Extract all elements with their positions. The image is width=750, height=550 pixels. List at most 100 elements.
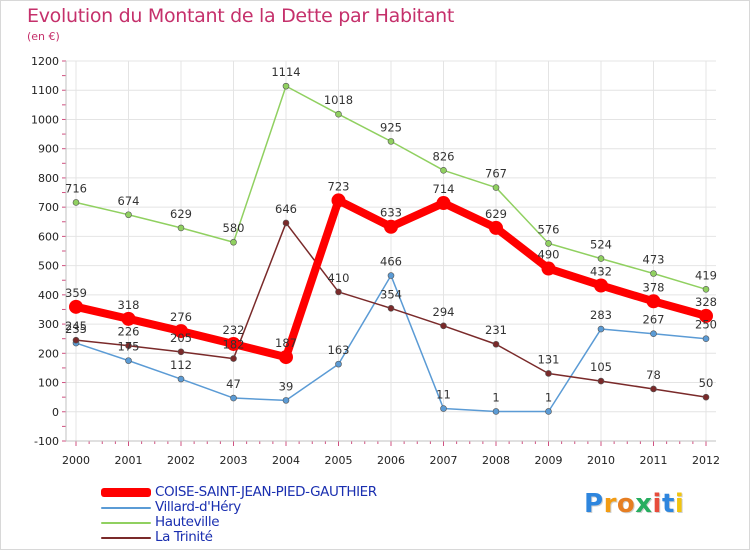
brand-letter: o [616,489,636,519]
data-label: 925 [380,120,402,134]
data-point[interactable] [331,193,346,208]
data-point[interactable] [177,224,185,232]
data-point[interactable] [650,330,657,338]
y-tick-label: 200 [38,347,59,360]
data-point[interactable] [387,138,395,145]
data-point[interactable] [125,357,132,364]
data-label: 714 [433,182,455,196]
data-point[interactable] [436,196,451,211]
data-point[interactable] [545,370,552,377]
data-point[interactable] [541,261,556,276]
data-label: 580 [223,221,245,235]
data-point[interactable] [492,340,500,348]
data-label: 1 [545,390,552,404]
data-point[interactable] [230,355,237,362]
brand-letter: t [661,489,675,519]
data-point[interactable] [492,408,500,415]
data-point[interactable] [597,325,605,333]
data-label: 716 [65,181,87,195]
data-point[interactable] [597,255,605,262]
y-tick-label: 100 [38,377,59,390]
data-label: 175 [118,340,140,354]
data-label: 182 [223,338,245,352]
data-point[interactable] [72,199,80,206]
x-tick-label: 2004 [272,454,300,467]
data-point[interactable] [335,288,342,296]
data-label: 378 [643,280,665,294]
legend-label: Villard-d'Héry [155,499,241,515]
data-label: 50 [699,376,714,390]
data-label: 576 [538,222,560,236]
data-label: 131 [538,352,560,366]
data-point[interactable] [72,336,80,344]
data-point[interactable] [121,311,136,326]
y-tick-label: 900 [38,143,59,156]
data-point[interactable] [702,393,710,401]
data-point[interactable] [282,219,290,227]
legend-label: La Trinité [155,529,213,545]
y-tick-label: 400 [38,289,59,302]
data-point[interactable] [230,238,237,246]
x-tick-label: 2002 [167,454,195,467]
data-label: 410 [328,271,350,285]
x-tick-label: 2010 [587,454,615,467]
data-point[interactable] [650,270,657,277]
data-point[interactable] [597,377,605,385]
data-point[interactable] [69,299,83,314]
data-point[interactable] [230,394,237,402]
data-label: 231 [485,323,507,337]
data-point[interactable] [279,350,293,365]
data-point[interactable] [646,294,661,309]
x-tick-label: 2005 [325,454,353,467]
data-point[interactable] [226,336,241,351]
data-point[interactable] [489,220,503,235]
data-point[interactable] [702,285,710,293]
data-label: 419 [695,268,717,282]
data-label: 78 [646,368,661,382]
data-label: 1114 [271,65,300,79]
data-point[interactable] [440,167,447,174]
data-point[interactable] [440,405,447,412]
data-point[interactable] [702,335,710,342]
data-point[interactable] [335,360,342,368]
data-label: 318 [118,298,140,312]
data-point[interactable] [384,219,398,234]
data-label: 232 [223,323,245,337]
data-label: 235 [65,322,87,336]
data-point[interactable] [282,82,290,90]
x-tick-label: 2008 [482,454,510,467]
data-point[interactable] [650,385,657,393]
data-point[interactable] [335,110,342,118]
legend-label: COISE-SAINT-JEAN-PIED-GAUTHIER [155,484,377,500]
legend-swatch [101,507,151,509]
data-point[interactable] [125,211,132,219]
data-label: 767 [485,167,507,181]
data-point[interactable] [125,342,132,350]
data-point[interactable] [440,322,447,330]
legend-swatch [101,537,151,539]
data-label: 47 [226,377,241,391]
data-point[interactable] [492,184,500,191]
data-point[interactable] [177,375,185,383]
data-point[interactable] [594,278,608,293]
data-label: 187 [275,336,297,350]
data-point[interactable] [387,272,395,279]
data-label: 226 [118,325,140,339]
data-label: 276 [170,310,192,324]
data-point[interactable] [545,240,552,247]
data-point[interactable] [174,324,188,339]
data-point[interactable] [699,308,713,323]
x-tick-label: 2006 [377,454,405,467]
data-point[interactable] [282,397,290,404]
data-label: 112 [170,358,192,372]
data-point[interactable] [545,408,552,415]
y-tick-label: 800 [38,172,59,185]
data-point[interactable] [387,304,395,312]
data-point[interactable] [177,348,185,356]
data-label: 524 [590,238,612,252]
x-tick-label: 2012 [692,454,720,467]
legend-swatch [101,522,151,524]
data-label: 1018 [324,93,353,107]
brand-logo: Proxiti [584,489,684,519]
